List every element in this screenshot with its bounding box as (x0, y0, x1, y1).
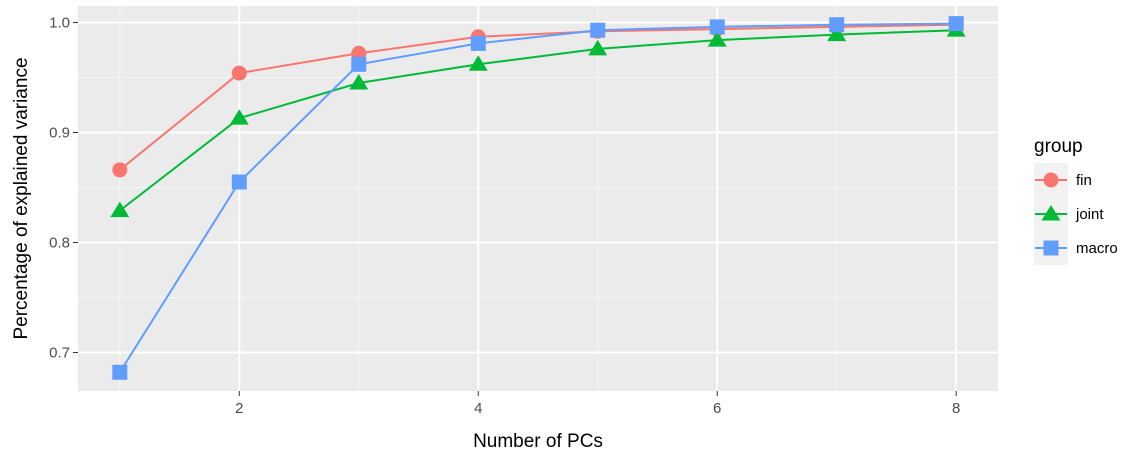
y-tick-label: 0.9 (49, 125, 70, 142)
data-point (112, 162, 128, 178)
series-macro (112, 16, 964, 380)
x-tick-label: 2 (235, 400, 243, 417)
legend-label: macro (1076, 240, 1118, 257)
legend-key-marker (1043, 240, 1059, 256)
data-point (470, 35, 486, 51)
legend-key-marker (1041, 205, 1061, 221)
data-point (231, 65, 247, 81)
legend-key-marker (1043, 172, 1059, 188)
plot-panel (78, 6, 998, 391)
data-point (590, 22, 606, 38)
x-tick-label: 4 (474, 400, 482, 417)
x-tick-label: 6 (713, 400, 721, 417)
data-point (231, 174, 247, 190)
data-point (829, 17, 845, 33)
legend-item-fin: fin (1034, 163, 1092, 197)
data-point (588, 39, 608, 56)
y-tick-label: 1.0 (49, 15, 70, 32)
data-point (709, 19, 725, 35)
y-axis-title: Percentage of explained variance (11, 57, 32, 339)
legend: group fin joint macro (1034, 136, 1118, 265)
axis-ticks: 2 4 6 8 0.7 0.8 0.9 1.0 (49, 15, 960, 418)
major-gridlines (78, 6, 998, 391)
series-layer (110, 16, 966, 380)
data-point (112, 364, 128, 380)
legend-label: joint (1075, 206, 1104, 223)
series-line (119, 29, 957, 212)
series-line (119, 23, 957, 171)
data-point (229, 109, 249, 125)
data-point (707, 31, 727, 47)
series-line (118, 22, 957, 373)
legend-item-joint: joint (1034, 197, 1104, 231)
data-point (827, 25, 847, 42)
legend-item-macro: macro (1034, 231, 1118, 265)
y-tick-label: 0.8 (49, 235, 70, 252)
legend-title: group (1034, 136, 1083, 157)
y-tick-label: 0.7 (49, 345, 70, 362)
data-point (948, 16, 964, 32)
data-point (468, 55, 488, 71)
data-point (351, 56, 367, 72)
x-tick-label: 8 (952, 400, 960, 417)
series-joint (110, 21, 966, 218)
data-point (110, 201, 130, 218)
data-point (349, 74, 369, 90)
x-axis-title: Number of PCs (473, 431, 603, 452)
legend-label: fin (1076, 172, 1092, 189)
